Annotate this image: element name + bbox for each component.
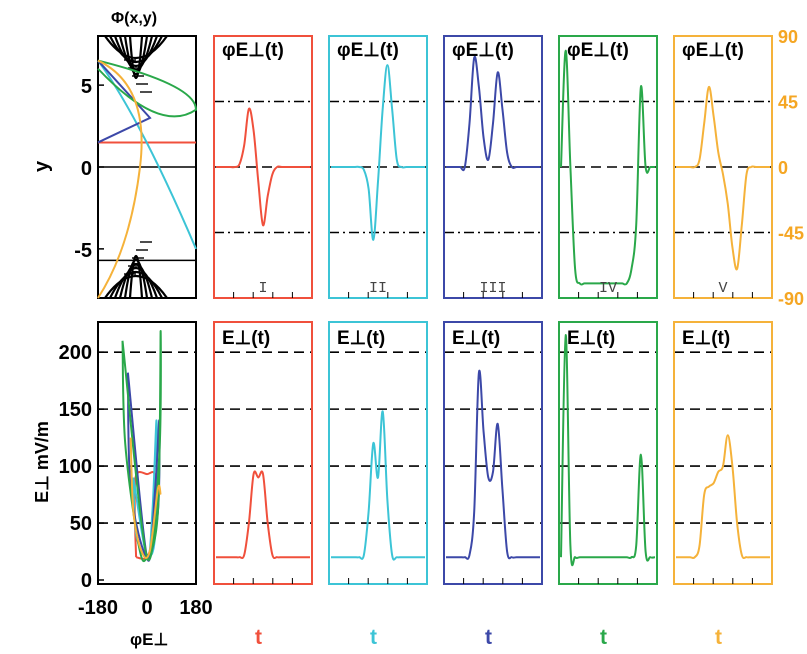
e-curve-V xyxy=(676,434,770,560)
e-tick-label: 0 xyxy=(81,570,92,592)
phi-e-perp-xlabel: φE⊥ xyxy=(130,630,168,649)
phi-panel-IV: φE⊥(t) IV xyxy=(558,35,658,299)
contour-line xyxy=(118,263,154,299)
trajectory-IV xyxy=(97,59,198,118)
e-panel-V: E⊥(t) xyxy=(673,321,773,585)
contour-line xyxy=(113,266,159,299)
e-tick-label: 100 xyxy=(59,456,92,478)
panel-roman-label: I xyxy=(258,280,267,297)
phi-curve-III xyxy=(446,55,540,172)
phi-tick-label: 0 xyxy=(141,597,152,619)
phi-panel-title: φE⊥(t) xyxy=(682,40,744,61)
e-tick-label: 200 xyxy=(59,342,92,364)
right-axis-tick-label: -45 xyxy=(778,224,804,244)
t-label-II: t xyxy=(370,626,377,649)
evsphi-loop-V xyxy=(129,437,162,559)
phi-panel-frame xyxy=(328,35,428,299)
right-axis-tick-label: -90 xyxy=(778,289,804,309)
e-panel-frame xyxy=(328,321,428,585)
e-tick-label: 50 xyxy=(70,513,92,535)
contour-line xyxy=(113,35,159,68)
y-tick-label: -5 xyxy=(74,240,92,262)
phi-panel-III: φE⊥(t) III xyxy=(443,35,543,299)
phi-tick-label: -180 xyxy=(78,597,118,619)
e-panel-I: E⊥(t) xyxy=(213,321,313,585)
t-label-I: t xyxy=(255,626,262,649)
e-panel-frame xyxy=(213,321,313,585)
panel-roman-label: IV xyxy=(599,280,617,297)
e-tick-label: 150 xyxy=(59,399,92,421)
e-vs-phi-panel xyxy=(97,321,197,585)
phi-panel-II: φE⊥(t) II xyxy=(328,35,428,299)
phi-panel-frame xyxy=(443,35,543,299)
trajectory-III xyxy=(97,59,152,144)
phi-curve-V xyxy=(676,85,770,271)
right-axis-tick-label: 0 xyxy=(778,158,788,178)
contour-line xyxy=(109,35,163,64)
phi-panel-frame xyxy=(558,35,658,299)
contour-line xyxy=(104,274,168,299)
e-panel-II: E⊥(t) xyxy=(328,321,428,585)
contour-line xyxy=(128,255,144,299)
y-axis-label: y xyxy=(31,160,53,172)
phi-panel-title: φE⊥(t) xyxy=(337,40,399,61)
panel-roman-label: II xyxy=(369,280,387,297)
e-panel-title: E⊥(t) xyxy=(222,328,270,349)
phi-panel-V: φE⊥(t) V xyxy=(673,35,773,299)
contour-line xyxy=(104,35,168,60)
e-panel-title: E⊥(t) xyxy=(337,328,385,349)
phi-panel-title: φE⊥(t) xyxy=(222,40,284,61)
y-tick-label: 0 xyxy=(81,158,92,180)
e-curve-I xyxy=(216,470,310,560)
panel-roman-label: III xyxy=(479,280,506,297)
e-panel-III: E⊥(t) xyxy=(443,321,543,585)
e-panel-frame xyxy=(443,321,543,585)
phi-curve-I xyxy=(216,107,310,227)
contour-title: Φ(x,y) xyxy=(111,10,157,27)
phi-panel-frame xyxy=(213,35,313,299)
phi-panel-I: φE⊥(t) I xyxy=(213,35,313,299)
panel-roman-label: V xyxy=(718,280,727,297)
t-label-III: t xyxy=(485,626,492,649)
contour-panel xyxy=(97,35,198,299)
phi-panel-frame xyxy=(673,35,773,299)
e-curve-II xyxy=(331,410,425,561)
contour-line xyxy=(128,35,144,79)
e-panel-title: E⊥(t) xyxy=(682,328,730,349)
trajectory-V xyxy=(97,59,143,299)
contour-line xyxy=(109,270,163,299)
right-axis-tick-label: 90 xyxy=(778,27,798,47)
t-label-V: t xyxy=(715,626,722,649)
phi-panel-title: φE⊥(t) xyxy=(567,40,629,61)
contour-line xyxy=(118,35,154,71)
phi-curve-II xyxy=(331,64,425,241)
e-curve-III xyxy=(446,369,540,560)
phi-panel-title: φE⊥(t) xyxy=(452,40,514,61)
e-panel-title: E⊥(t) xyxy=(567,328,615,349)
e-panel-frame xyxy=(673,321,773,585)
contour-line xyxy=(123,35,149,75)
right-axis: 90 45 0 -45 -90 xyxy=(778,27,804,309)
e-panel-frame xyxy=(558,321,658,585)
y-tick-label: 5 xyxy=(81,76,92,98)
e-curve-IV xyxy=(560,334,656,567)
phi-curve-IV xyxy=(560,49,655,286)
e-panel-title: E⊥(t) xyxy=(452,328,500,349)
e-perp-axis-label: E⊥ mV/m xyxy=(32,421,52,503)
t-label-IV: t xyxy=(600,626,607,649)
e-panel-IV: E⊥(t) xyxy=(558,321,658,585)
phi-tick-label: 180 xyxy=(179,597,212,619)
trajectory-II xyxy=(97,59,197,250)
right-axis-tick-label: 45 xyxy=(778,93,798,113)
